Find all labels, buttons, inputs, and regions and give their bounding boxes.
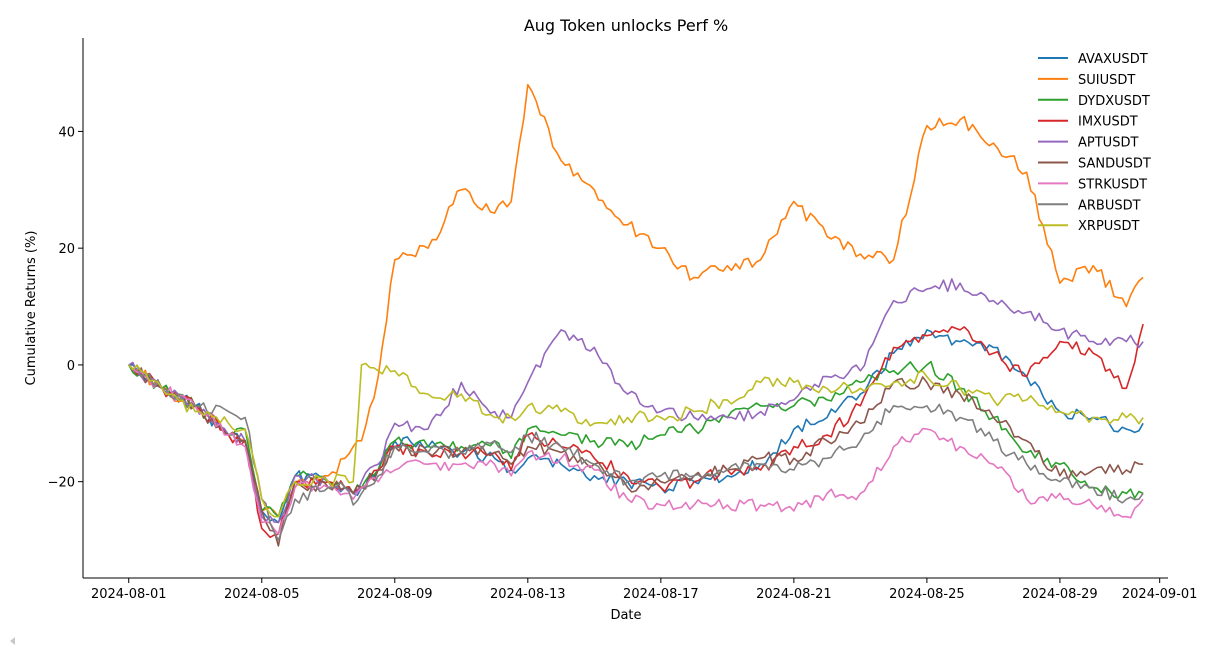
y-tick-label: 0 xyxy=(67,359,75,374)
series-line-arbusdt xyxy=(128,364,1144,541)
legend-label-dydxusdt: DYDXUSDT xyxy=(1078,94,1150,109)
series-layer xyxy=(127,83,1144,547)
series-line-dydxusdt xyxy=(127,360,1144,518)
x-tick-label: 2024-08-29 xyxy=(1022,587,1098,602)
legend-label-xrpusdt: XRPUSDT xyxy=(1078,219,1140,234)
x-tick-label: 2024-08-25 xyxy=(889,587,965,602)
series-line-aptusdt xyxy=(128,278,1144,524)
series-line-avaxusdt xyxy=(128,329,1144,524)
legend: AVAXUSDT SUIUSDT DYDXUSDT IMXUSDT APTUSDT SAN… xyxy=(1038,52,1151,234)
legend-label-imxusdt: IMXUSDT xyxy=(1078,115,1138,130)
x-tick-label: 2024-08-01 xyxy=(91,587,167,602)
x-tick-label: 2024-08-09 xyxy=(357,587,433,602)
y-axis-ticks: −20 0 20 40 xyxy=(48,125,83,491)
legend-label-aptusdt: APTUSDT xyxy=(1078,136,1138,151)
series-line-xrpusdt xyxy=(128,362,1144,518)
legend-label-sandusdt: SANDUSDT xyxy=(1078,157,1151,172)
legend-label-avaxusdt: AVAXUSDT xyxy=(1078,52,1148,67)
x-tick-label: 2024-09-01 xyxy=(1122,587,1198,602)
x-axis-label: Date xyxy=(610,608,641,623)
x-tick-label: 2024-08-21 xyxy=(756,587,832,602)
legend-label-arbusdt: ARBUSDT xyxy=(1078,198,1141,213)
chart-title: Aug Token unlocks Perf % xyxy=(524,16,728,35)
series-line-imxusdt xyxy=(128,323,1144,539)
legend-label-strkusdt: STRKUSDT xyxy=(1078,177,1147,192)
y-tick-label: 40 xyxy=(58,125,75,140)
legend-label-suiusdt: SUIUSDT xyxy=(1078,73,1135,88)
y-axis-label: Cumulative Returns (%) xyxy=(24,231,39,386)
scroll-left-icon[interactable] xyxy=(10,637,15,645)
x-tick-label: 2024-08-13 xyxy=(490,587,566,602)
y-tick-label: 20 xyxy=(58,242,75,257)
y-tick-label: −20 xyxy=(48,476,75,491)
x-tick-label: 2024-08-05 xyxy=(224,587,300,602)
x-axis-ticks: 2024-08-01 2024-08-05 2024-08-09 2024-08-13… xyxy=(91,578,1198,602)
x-tick-label: 2024-08-17 xyxy=(623,587,699,602)
